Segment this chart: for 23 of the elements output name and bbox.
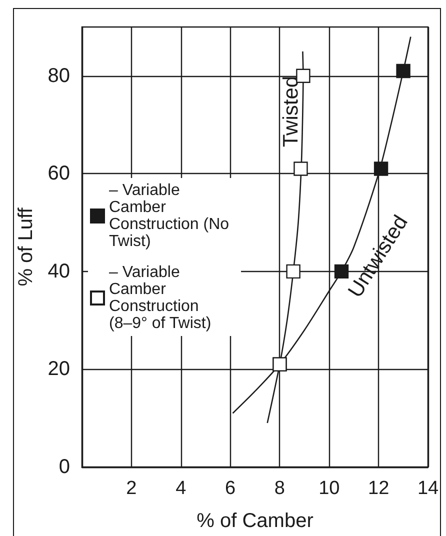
legend-label: – Variable Camber Construction (8–9° of Twist) — [109, 264, 212, 332]
legend-label: – Variable Camber Construction (No Twist) — [109, 182, 234, 250]
point — [334, 264, 349, 279]
x-tick-label: 6 — [224, 478, 236, 499]
point — [396, 64, 410, 78]
y-tick-label: 20 — [48, 358, 70, 380]
point — [294, 162, 308, 176]
y-tick-label: 60 — [48, 162, 70, 185]
y-tick-label: 80 — [48, 64, 70, 87]
point — [374, 162, 388, 176]
text: Twisted — [279, 76, 303, 148]
x-tick-label: 10 — [318, 478, 340, 499]
y-axis-title: % of Luff — [15, 207, 37, 286]
x-axis-title: % of Camber — [196, 510, 314, 532]
y-tick-label: 40 — [48, 260, 70, 282]
point — [296, 68, 310, 83]
y-tick-label: 0 — [58, 456, 70, 478]
x-tick-label: 14 — [417, 478, 439, 499]
x-tick-label: 2 — [126, 478, 137, 499]
x-tick-label: 4 — [176, 478, 187, 499]
x-tick-label: 8 — [274, 478, 286, 499]
x-tick-label: 12 — [368, 478, 390, 499]
point — [286, 264, 300, 279]
